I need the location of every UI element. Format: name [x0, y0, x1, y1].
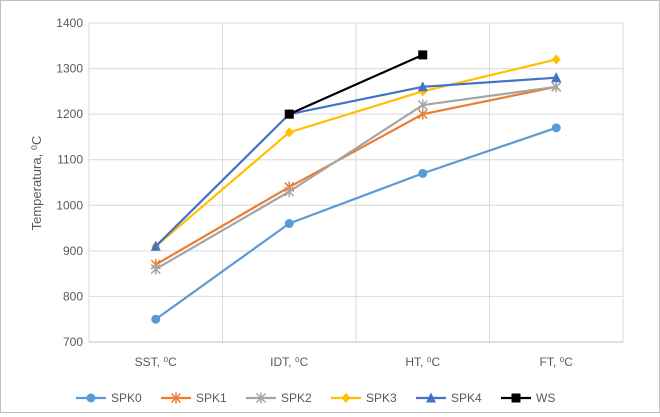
legend-label: SPK0: [111, 391, 142, 405]
legend-item-spk4: SPK4: [416, 391, 482, 405]
data-point: [284, 109, 294, 119]
data-point: [86, 393, 96, 403]
data-point: [551, 54, 561, 65]
data-point: [255, 392, 267, 404]
series-line: [155, 85, 557, 271]
y-tick-label: 1400: [56, 16, 83, 30]
data-point: [418, 168, 428, 178]
data-point: [150, 240, 161, 251]
data-point: [417, 99, 428, 111]
legend-label: SPK2: [281, 391, 312, 405]
series-ws: [284, 50, 428, 119]
y-tick-label: 700: [63, 335, 83, 349]
data-point: [511, 393, 521, 403]
series-line: [155, 126, 557, 321]
data-point: [418, 50, 428, 60]
legend: SPK0 SPK1 SPK2 SPK3 SPK4 WS: [76, 391, 555, 405]
legend-item-ws: WS: [501, 391, 555, 405]
series-spk2: [150, 81, 562, 275]
data-point: [170, 392, 182, 404]
data-point: [426, 392, 436, 403]
legend-label: WS: [536, 391, 555, 405]
y-axis-label: Temperatura, ⁰C: [29, 136, 44, 231]
series-group: [150, 50, 562, 324]
series-line: [155, 85, 557, 266]
series-line: [154, 76, 557, 248]
legend-label: SPK4: [451, 391, 482, 405]
data-point: [151, 314, 161, 324]
legend-item-spk1: SPK1: [161, 391, 227, 405]
legend-label: SPK1: [196, 391, 227, 405]
x-tick-label: FT, ⁰C: [540, 355, 574, 369]
x-tick-label: IDT, ⁰C: [270, 355, 308, 369]
x-axis-ticks: SST, ⁰C IDT, ⁰C HT, ⁰C FT, ⁰C: [135, 355, 574, 369]
y-tick-label: 1100: [57, 153, 83, 167]
y-tick-label: 1000: [56, 198, 83, 212]
y-tick-label: 1300: [56, 62, 83, 76]
legend-label: SPK3: [366, 391, 397, 405]
legend-item-spk0: SPK0: [76, 391, 142, 405]
series-spk0: [151, 123, 561, 324]
data-point: [417, 81, 428, 92]
data-point: [341, 393, 351, 403]
y-axis-ticks: 700 800 900 1000 1100 1200 1300 1400: [56, 16, 83, 349]
y-tick-label: 800: [63, 289, 83, 303]
x-tick-label: HT, ⁰C: [405, 355, 440, 369]
data-point: [551, 123, 561, 133]
data-point: [284, 186, 295, 198]
data-point: [284, 127, 294, 138]
data-point: [551, 72, 562, 83]
legend-item-spk3: SPK3: [331, 391, 397, 405]
grid-lines: [88, 22, 624, 343]
legend-item-spk2: SPK2: [246, 391, 312, 405]
x-tick-label: SST, ⁰C: [135, 355, 177, 369]
series-line: [288, 53, 424, 116]
y-tick-label: 900: [63, 244, 83, 258]
y-tick-label: 1200: [56, 107, 83, 121]
data-point: [284, 219, 294, 229]
data-point: [551, 81, 562, 93]
data-point: [150, 263, 161, 275]
series-line: [155, 58, 557, 248]
